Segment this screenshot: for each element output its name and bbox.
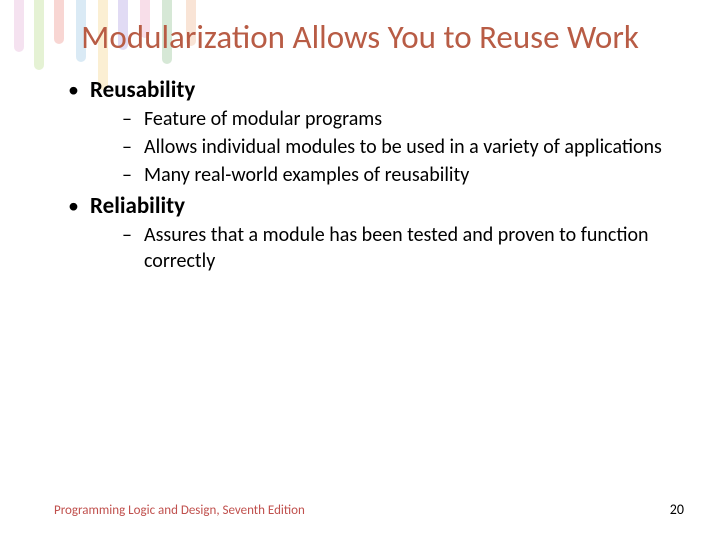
sub-bullet-text: Allows individual modules to be used in … [144,135,662,159]
bullet-item: Reusability Feature of modular programs … [64,76,666,188]
footer-text: Programming Logic and Design, Seventh Ed… [54,503,305,518]
slide-title: Modularization Allows You to Reuse Work [54,18,666,58]
bullet-item: Reliability Assures that a module has be… [64,192,666,274]
sub-bullet-item: Many real-world examples of reusability [120,162,666,188]
sub-bullet-item: Feature of modular programs [120,106,666,132]
slide-content: Modularization Allows You to Reuse Work … [0,0,720,274]
sub-bullet-list: Assures that a module has been tested an… [90,222,666,274]
sub-bullet-item: Allows individual modules to be used in … [120,134,666,160]
bullet-label: Reliability [90,192,185,220]
page-number: 20 [670,501,684,518]
sub-bullet-text: Feature of modular programs [144,107,382,131]
sub-bullet-item: Assures that a module has been tested an… [120,222,666,274]
sub-bullet-text: Many real-world examples of reusability [144,163,469,187]
sub-bullet-text: Assures that a module has been tested an… [144,223,649,273]
bullet-list: Reusability Feature of modular programs … [54,76,666,274]
sub-bullet-list: Feature of modular programs Allows indiv… [90,106,666,188]
bullet-label: Reusability [90,76,195,104]
